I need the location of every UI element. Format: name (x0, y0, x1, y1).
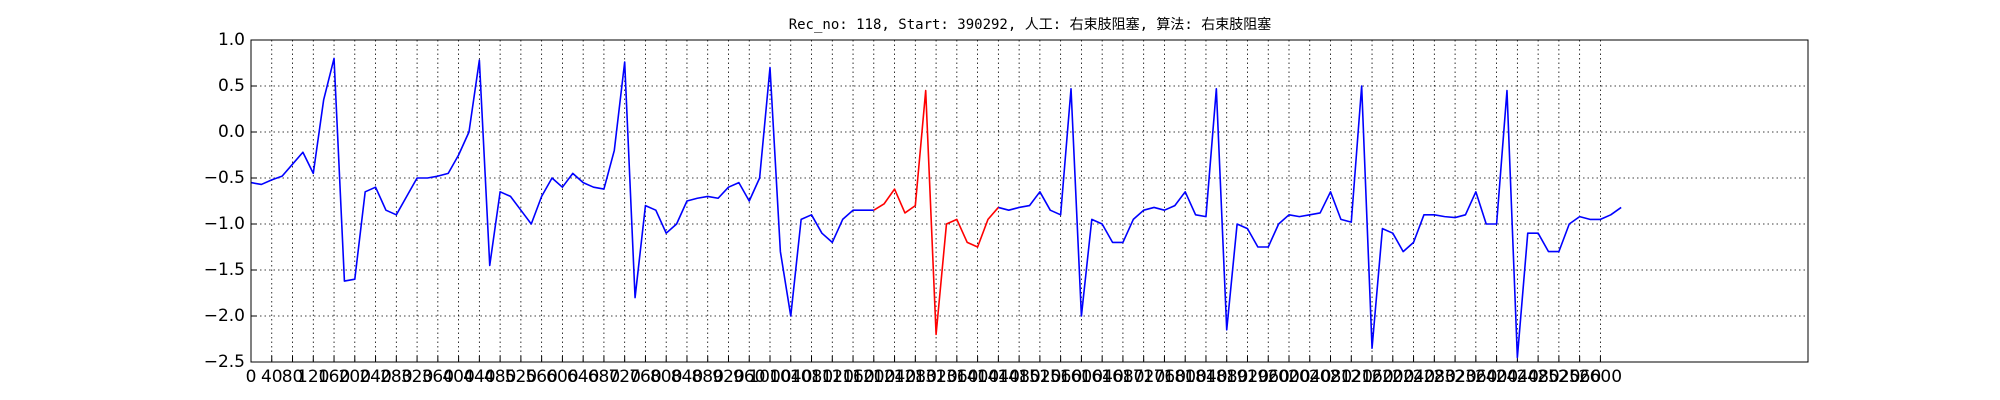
x-tick-label: 800 (650, 367, 682, 387)
x-tick-label: 1600 (1060, 367, 1103, 387)
x-tick-label: 2120 (1330, 367, 1373, 387)
x-tick-label: 1640 (1081, 367, 1124, 387)
x-tick-label: 1840 (1184, 367, 1227, 387)
x-tick-label: 640 (567, 367, 599, 387)
x-tick-label: 2240 (1392, 367, 1435, 387)
x-tick-label: 1760 (1143, 367, 1186, 387)
x-tick-label: 520 (505, 367, 537, 387)
x-tick-label: 1920 (1226, 367, 1269, 387)
x-tick-label: 2440 (1496, 367, 1539, 387)
chart-title: Rec_no: 118, Start: 390292, 人工: 右束肢阻塞, 算… (789, 16, 1272, 33)
x-tick-label: 2200 (1371, 367, 1414, 387)
y-tick-label: −1.5 (204, 260, 245, 280)
x-tick-label: 560 (525, 367, 557, 387)
x-tick-label: 960 (733, 367, 765, 387)
x-tick-label: 1000 (748, 367, 791, 387)
x-tick-label: 1720 (1122, 367, 1165, 387)
y-tick-label: −1.0 (204, 214, 245, 234)
x-tick-label: 1440 (977, 367, 1020, 387)
x-tick-label: 2360 (1454, 367, 1497, 387)
x-tick-label: 0 (246, 367, 257, 387)
x-tick-label: 1560 (1039, 367, 1082, 387)
x-tick-label: 1400 (956, 367, 999, 387)
x-tick-label: 1080 (790, 367, 833, 387)
x-tick-label: 1160 (831, 367, 874, 387)
x-tick-label: 2280 (1413, 367, 1456, 387)
x-tick-label: 2160 (1350, 367, 1393, 387)
x-tick-label: 400 (442, 367, 474, 387)
x-tick-label: 280 (380, 367, 412, 387)
x-tick-label: 1960 (1247, 367, 1290, 387)
x-tick-label: 1240 (873, 367, 916, 387)
ecg-line (250, 57, 1622, 359)
x-tick-label: 600 (546, 367, 578, 387)
y-tick-label: −2.5 (204, 352, 245, 372)
x-tick-label: 2520 (1537, 367, 1580, 387)
x-tick-label: 1040 (769, 367, 812, 387)
x-tick-label: 480 (484, 367, 516, 387)
x-tick-label: 2040 (1288, 367, 1331, 387)
x-tick-label: 320 (401, 367, 433, 387)
x-tick-label: 880 (691, 367, 723, 387)
x-tick-label: 1800 (1164, 367, 1207, 387)
x-tick-label: 2080 (1309, 367, 1352, 387)
x-tick-label: 1120 (811, 367, 854, 387)
x-tick-label: 1480 (997, 367, 1040, 387)
x-tick-label: 2400 (1475, 367, 1518, 387)
x-tick-label: 1680 (1101, 367, 1144, 387)
plot-frame (250, 39, 1809, 363)
y-tick-label: −2.0 (204, 306, 245, 326)
x-tick-label: 840 (671, 367, 703, 387)
x-tick-label: 1520 (1018, 367, 1061, 387)
x-tick-label: 200 (339, 367, 371, 387)
x-tick-label: 2320 (1433, 367, 1476, 387)
x-tick-label: 1280 (894, 367, 937, 387)
x-tick-label: 1880 (1205, 367, 1248, 387)
x-tick-label: 440 (463, 367, 495, 387)
x-tick-label: 120 (297, 367, 329, 387)
x-tick-label: 2480 (1516, 367, 1559, 387)
y-tick-label: 0.5 (218, 76, 245, 96)
x-tick-label: 360 (422, 367, 454, 387)
x-tick-label: 2560 (1558, 367, 1601, 387)
x-tick-label: 2600 (1579, 367, 1622, 387)
x-tick-label: 1360 (935, 367, 978, 387)
x-tick-label: 240 (359, 367, 391, 387)
x-tick-label: 2000 (1267, 367, 1310, 387)
x-tick-label: 720 (608, 367, 640, 387)
y-tick-label: 1.0 (218, 30, 245, 50)
y-tick-label: 0.0 (218, 122, 245, 142)
ecg-line (873, 89, 999, 336)
x-tick-label: 760 (629, 367, 661, 387)
x-tick-label: 160 (318, 367, 350, 387)
x-tick-label: 920 (712, 367, 744, 387)
x-tick-label: 1200 (852, 367, 895, 387)
y-tick-label: −0.5 (204, 168, 245, 188)
x-tick-label: 80 (282, 367, 304, 387)
x-tick-label: 680 (588, 367, 620, 387)
x-tick-label: 1320 (914, 367, 957, 387)
x-tick-label: 40 (261, 367, 283, 387)
